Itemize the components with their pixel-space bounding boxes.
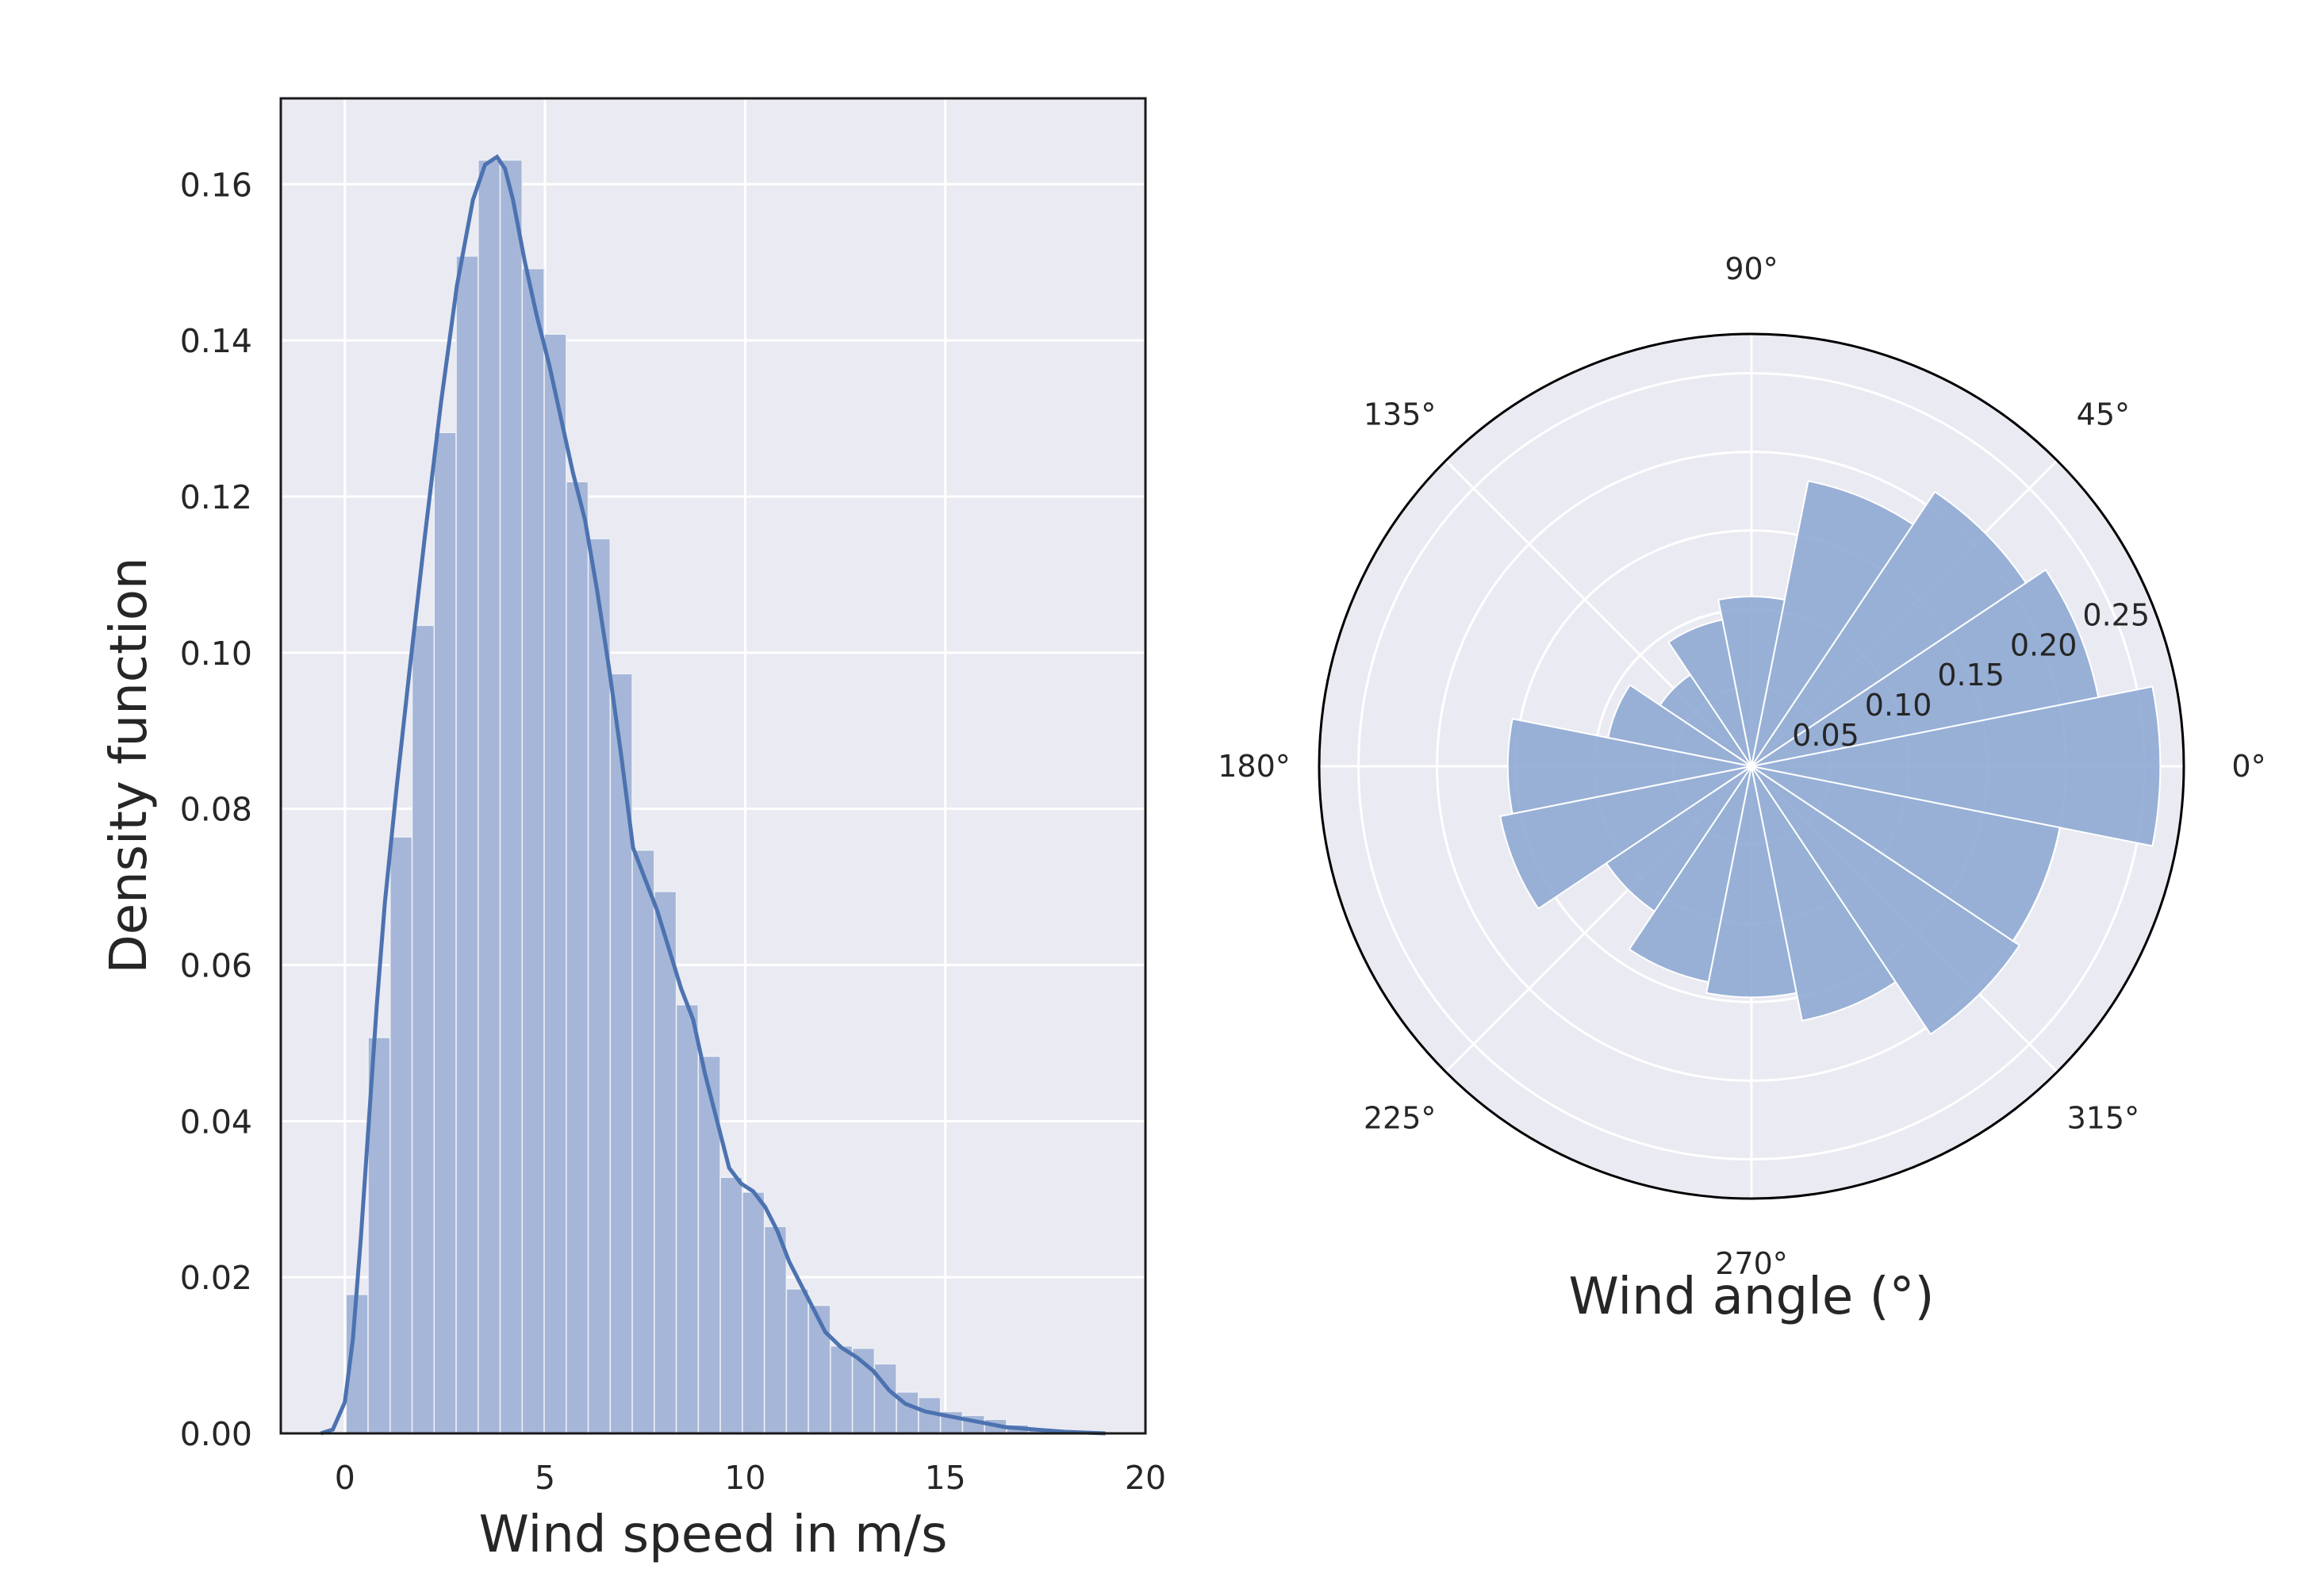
y-tick-labels: 0.00 0.02 0.04 0.06 0.08 0.10 0.12 0.14 0.16 <box>180 166 252 1453</box>
polar-bar <box>1751 568 2100 767</box>
histogram-bar <box>785 1288 809 1434</box>
histogram-bar <box>499 159 524 1434</box>
kde-curve <box>320 154 1106 1436</box>
y-tick-label: 0.02 <box>180 1259 252 1297</box>
y-tick-label: 0.00 <box>180 1415 252 1453</box>
angle-tick-label: 45° <box>2077 397 2130 432</box>
radial-tick-label: 0.05 <box>1792 718 1859 753</box>
polar-bar <box>1705 765 1797 999</box>
polar-panel: 0.050.100.150.200.25 0° 45° 90° 135° 180° 225… <box>1218 251 2266 1326</box>
angle-tick-label: 315° <box>2067 1100 2140 1135</box>
histogram-bar <box>587 538 612 1434</box>
polar-bar <box>1751 685 2162 847</box>
histogram-bar <box>478 159 501 1434</box>
angle-tick-label: 270° <box>1715 1246 1788 1281</box>
radial-tick-labels: 0.050.100.150.200.25 <box>1792 597 2150 753</box>
x-tick-label: 15 <box>925 1459 966 1497</box>
polar-bar <box>1499 765 1752 910</box>
radial-tick-label: 0.10 <box>1865 688 1932 723</box>
polar-bar <box>1751 765 2061 942</box>
x-tick-labels: 0 5 10 15 20 <box>335 1459 1166 1497</box>
histogram-bar <box>543 333 567 1434</box>
angle-tick-labels: 0° 45° 90° 135° 180° 225° 270° 315° <box>1218 251 2266 1281</box>
y-tick-label: 0.16 <box>180 166 252 204</box>
histogram-bar <box>521 267 545 1434</box>
histogram-panel: 0 5 10 15 20 0.00 0.02 0.04 0.06 0.08 0.10 0.12 0.1… <box>100 97 1166 1564</box>
radial-tick-label: 0.20 <box>2010 627 2078 662</box>
histogram-bar <box>631 850 655 1434</box>
polar-bars <box>1499 480 2162 1036</box>
polar-frame <box>1318 332 2185 1200</box>
histogram-bar <box>808 1304 831 1434</box>
histogram-bar <box>433 432 457 1434</box>
radial-tick-label: 0.15 <box>1937 658 2005 692</box>
polar-bar <box>1751 490 2028 767</box>
histogram-bar <box>719 1176 743 1434</box>
histogram-bar <box>566 481 589 1434</box>
histogram-bar <box>830 1345 854 1434</box>
y-tick-label: 0.12 <box>180 478 252 516</box>
angle-tick-label: 0° <box>2231 749 2266 784</box>
polar-axis-label: Wind angle (°) <box>1568 1268 1934 1326</box>
angle-tick-label: 135° <box>1364 397 1437 432</box>
y-tick-label: 0.10 <box>180 635 252 673</box>
x-tick-label: 10 <box>724 1459 765 1497</box>
y-tick-label: 0.14 <box>180 322 252 360</box>
x-tick-label: 5 <box>535 1459 555 1497</box>
polar-bar <box>1506 717 1752 815</box>
polar-bar <box>1751 480 1915 767</box>
angle-tick-label: 180° <box>1218 749 1291 784</box>
y-tick-label: 0.08 <box>180 791 252 829</box>
histogram-bar <box>763 1226 788 1434</box>
histogram-bar <box>389 836 413 1434</box>
polar-bar <box>1667 619 1752 767</box>
y-axis-label: Density function <box>100 557 159 973</box>
x-tick-label: 0 <box>335 1459 355 1497</box>
histogram-bar <box>411 624 435 1434</box>
histogram-bars <box>345 159 1095 1434</box>
polar-bar <box>1717 596 1786 767</box>
histogram-bar <box>675 1003 700 1434</box>
histogram-bar <box>609 673 633 1434</box>
histogram-bar <box>742 1191 765 1434</box>
y-tick-label: 0.04 <box>180 1103 252 1141</box>
polar-bar <box>1751 765 2021 1036</box>
y-tick-label: 0.06 <box>180 946 252 984</box>
x-axis-label: Wind speed in m/s <box>479 1506 948 1564</box>
x-tick-label: 20 <box>1125 1459 1166 1497</box>
angle-tick-label: 90° <box>1725 251 1778 286</box>
histogram-bar <box>654 891 677 1434</box>
histogram-frame <box>279 97 1147 1435</box>
histogram-bar <box>455 255 479 1434</box>
radial-tick-label: 0.25 <box>2082 597 2150 632</box>
angle-tick-label: 225° <box>1364 1100 1437 1135</box>
polar-bar <box>1751 765 1897 1022</box>
